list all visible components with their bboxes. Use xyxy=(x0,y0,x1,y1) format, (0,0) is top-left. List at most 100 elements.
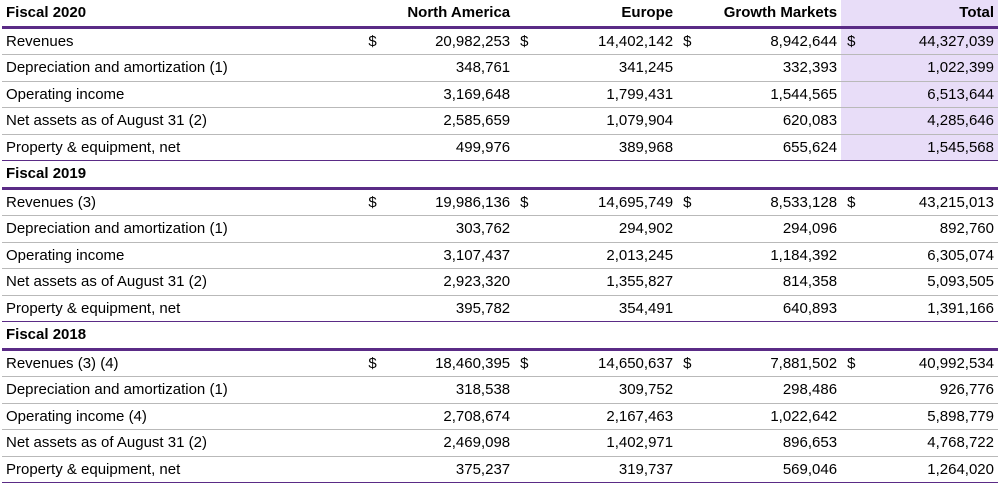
total-value[interactable]: 4,285,646 xyxy=(863,107,998,135)
growth-markets-value[interactable]: 7,881,502 xyxy=(699,349,842,377)
europe-value[interactable]: 1,799,431 xyxy=(536,81,678,108)
growth-markets-value[interactable]: 1,184,392 xyxy=(699,242,842,269)
eu-dollar[interactable] xyxy=(514,215,537,243)
north-america-value[interactable]: 3,107,437 xyxy=(384,242,515,269)
na-dollar[interactable] xyxy=(362,429,385,457)
north-america-value[interactable]: 18,460,395 xyxy=(384,349,515,377)
total-value[interactable]: 5,093,505 xyxy=(863,268,998,296)
total-dollar[interactable] xyxy=(841,456,864,483)
na-dollar[interactable] xyxy=(362,215,385,243)
north-america-value[interactable]: 318,538 xyxy=(384,376,515,404)
na-dollar[interactable]: $ xyxy=(362,349,385,377)
total-dollar[interactable] xyxy=(841,54,864,82)
eu-dollar[interactable] xyxy=(514,81,537,108)
gm-dollar[interactable] xyxy=(677,376,700,404)
europe-value[interactable]: 354,491 xyxy=(536,295,678,322)
total-value[interactable]: 1,264,020 xyxy=(863,456,998,483)
column-header-europe[interactable]: Europe xyxy=(536,0,678,29)
total-dollar[interactable] xyxy=(841,295,864,322)
total-dollar[interactable]: $ xyxy=(841,188,864,216)
north-america-value[interactable]: 2,469,098 xyxy=(384,429,515,457)
growth-markets-value[interactable]: 332,393 xyxy=(699,54,842,82)
total-value[interactable]: 4,768,722 xyxy=(863,429,998,457)
na-dollar[interactable] xyxy=(362,456,385,483)
europe-value[interactable]: 2,167,463 xyxy=(536,403,678,430)
eu-dollar[interactable]: $ xyxy=(514,188,537,216)
column-header-total[interactable]: Total xyxy=(863,0,998,29)
europe-value[interactable]: 389,968 xyxy=(536,134,678,161)
total-value[interactable]: 1,545,568 xyxy=(863,134,998,161)
eu-dollar[interactable]: $ xyxy=(514,349,537,377)
growth-markets-value[interactable]: 814,358 xyxy=(699,268,842,296)
total-dollar[interactable] xyxy=(841,242,864,269)
north-america-value[interactable]: 2,708,674 xyxy=(384,403,515,430)
growth-markets-value[interactable]: 8,942,644 xyxy=(699,27,842,55)
total-dollar[interactable] xyxy=(841,376,864,404)
total-value[interactable]: 43,215,013 xyxy=(863,188,998,216)
eu-dollar[interactable] xyxy=(514,456,537,483)
column-header-growth-markets[interactable]: Growth Markets xyxy=(699,0,842,29)
na-dollar[interactable]: $ xyxy=(362,188,385,216)
eu-dollar[interactable] xyxy=(514,403,537,430)
eu-dollar[interactable] xyxy=(514,376,537,404)
eu-dollar[interactable]: $ xyxy=(514,27,537,55)
total-value[interactable]: 6,513,644 xyxy=(863,81,998,108)
europe-value[interactable]: 1,402,971 xyxy=(536,429,678,457)
gm-dollar[interactable] xyxy=(677,107,700,135)
north-america-value[interactable]: 375,237 xyxy=(384,456,515,483)
gm-dollar[interactable]: $ xyxy=(677,349,700,377)
europe-value[interactable]: 14,650,637 xyxy=(536,349,678,377)
eu-dollar[interactable] xyxy=(514,134,537,161)
europe-value[interactable]: 294,902 xyxy=(536,215,678,243)
total-value[interactable]: 40,992,534 xyxy=(863,349,998,377)
na-dollar[interactable] xyxy=(362,81,385,108)
north-america-value[interactable]: 3,169,648 xyxy=(384,81,515,108)
total-value[interactable]: 6,305,074 xyxy=(863,242,998,269)
na-dollar[interactable] xyxy=(362,242,385,269)
total-value[interactable]: 892,760 xyxy=(863,215,998,243)
gm-dollar[interactable] xyxy=(677,134,700,161)
total-dollar[interactable]: $ xyxy=(841,349,864,377)
gm-dollar[interactable] xyxy=(677,429,700,457)
europe-value[interactable]: 341,245 xyxy=(536,54,678,82)
na-dollar[interactable] xyxy=(362,54,385,82)
total-dollar[interactable] xyxy=(841,429,864,457)
growth-markets-value[interactable]: 569,046 xyxy=(699,456,842,483)
gm-dollar[interactable] xyxy=(677,215,700,243)
total-dollar[interactable] xyxy=(841,268,864,296)
column-header-north-america[interactable]: North America xyxy=(384,0,515,29)
na-dollar[interactable] xyxy=(362,107,385,135)
gm-dollar[interactable] xyxy=(677,81,700,108)
growth-markets-value[interactable]: 8,533,128 xyxy=(699,188,842,216)
total-value[interactable]: 1,022,399 xyxy=(863,54,998,82)
eu-dollar[interactable] xyxy=(514,268,537,296)
north-america-value[interactable]: 20,982,253 xyxy=(384,27,515,55)
gm-dollar[interactable] xyxy=(677,54,700,82)
na-dollar[interactable] xyxy=(362,403,385,430)
growth-markets-value[interactable]: 655,624 xyxy=(699,134,842,161)
north-america-value[interactable]: 2,923,320 xyxy=(384,268,515,296)
north-america-value[interactable]: 348,761 xyxy=(384,54,515,82)
total-value[interactable]: 44,327,039 xyxy=(863,27,998,55)
total-dollar[interactable] xyxy=(841,134,864,161)
gm-dollar[interactable]: $ xyxy=(677,188,700,216)
north-america-value[interactable]: 19,986,136 xyxy=(384,188,515,216)
eu-dollar[interactable] xyxy=(514,107,537,135)
europe-value[interactable]: 319,737 xyxy=(536,456,678,483)
europe-value[interactable]: 1,079,904 xyxy=(536,107,678,135)
europe-value[interactable]: 309,752 xyxy=(536,376,678,404)
total-dollar[interactable] xyxy=(841,81,864,108)
na-dollar[interactable] xyxy=(362,295,385,322)
gm-dollar[interactable] xyxy=(677,242,700,269)
gm-dollar[interactable] xyxy=(677,295,700,322)
growth-markets-value[interactable]: 620,083 xyxy=(699,107,842,135)
europe-value[interactable]: 14,402,142 xyxy=(536,27,678,55)
europe-value[interactable]: 2,013,245 xyxy=(536,242,678,269)
europe-value[interactable]: 1,355,827 xyxy=(536,268,678,296)
na-dollar[interactable] xyxy=(362,376,385,404)
eu-dollar[interactable] xyxy=(514,242,537,269)
growth-markets-value[interactable]: 1,544,565 xyxy=(699,81,842,108)
eu-dollar[interactable] xyxy=(514,295,537,322)
total-dollar[interactable] xyxy=(841,107,864,135)
na-dollar[interactable]: $ xyxy=(362,27,385,55)
